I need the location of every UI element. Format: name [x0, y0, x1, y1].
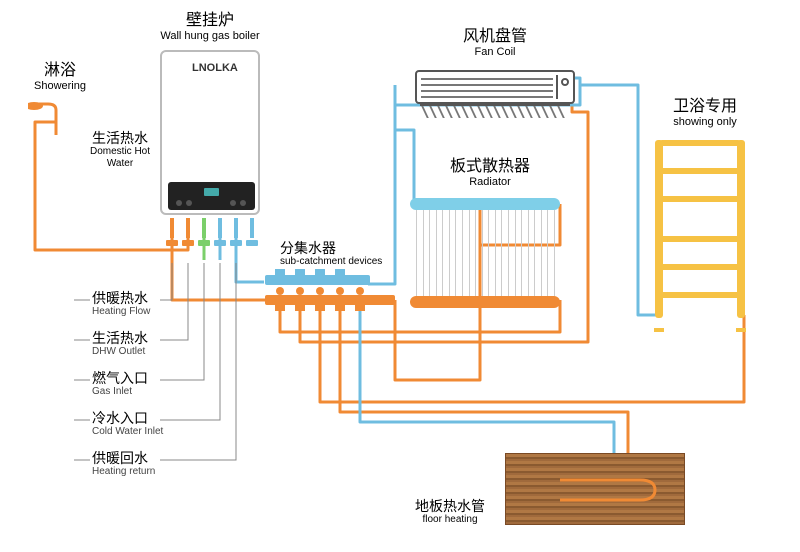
manifold-valve: [296, 287, 304, 295]
towel-label-en: showing only: [645, 116, 765, 129]
radiator-label-en: Radiator: [430, 176, 550, 189]
boiler-brand-label: LNOLKA: [192, 62, 238, 74]
radiator-fin: [534, 210, 535, 296]
boiler-port: [202, 218, 206, 238]
boiler-port-fitting: [166, 240, 178, 246]
diagram-stage: LNOLKA: [0, 0, 800, 552]
legend-cn: 生活热水: [92, 330, 212, 346]
radiator-fin: [475, 210, 476, 296]
shower-label-cn: 淋浴: [20, 62, 100, 80]
radiator-fin: [462, 210, 463, 296]
legend-en: Gas Inlet: [92, 386, 212, 398]
fancoil-label-cn: 风机盘管: [435, 28, 555, 46]
boiler-port-fitting: [182, 240, 194, 246]
shower-label: 淋浴 Showering: [20, 62, 100, 93]
legend-en: Heating return: [92, 466, 212, 478]
manifold-bottom-port: [315, 305, 325, 311]
legend-cn: 燃气入口: [92, 370, 212, 386]
radiator-fin: [455, 210, 456, 296]
boiler-label-cn: 壁挂炉: [135, 12, 285, 30]
boiler-port: [218, 218, 222, 238]
boiler-label: 壁挂炉 Wall hung gas boiler: [135, 12, 285, 43]
radiator-fin: [528, 210, 529, 296]
dhw-label: 生活热水 Domestic Hot Water: [75, 130, 165, 169]
legend-en: Heating Flow: [92, 306, 212, 318]
boiler-panel-icon: [168, 182, 255, 210]
legend-row: 冷水入口Cold Water Inlet: [92, 410, 212, 438]
radiator-fin: [554, 210, 555, 296]
fancoil-label-en: Fan Coil: [435, 46, 555, 59]
boiler-icon: LNOLKA: [160, 50, 260, 215]
floor-coil-icon: [505, 453, 685, 525]
radiator-fin: [495, 210, 496, 296]
radiator-fin: [515, 210, 516, 296]
boiler-port: [234, 218, 238, 238]
legend-en: DHW Outlet: [92, 346, 212, 358]
radiator-fin: [449, 210, 450, 296]
floor-label: 地板热水管 floor heating: [390, 498, 510, 526]
radiator-fin: [501, 210, 502, 296]
radiator-fin: [541, 210, 542, 296]
manifold-valve: [276, 287, 284, 295]
manifold-label: 分集水器 sub-catchment devices: [280, 240, 440, 268]
radiator-fin: [521, 210, 522, 296]
legend-row: 生活热水DHW Outlet: [92, 330, 212, 358]
fancoil-label: 风机盘管 Fan Coil: [435, 28, 555, 59]
manifold-valve: [316, 287, 324, 295]
radiator-fin: [488, 210, 489, 296]
boiler-port-fitting: [246, 240, 258, 246]
radiator-fin: [508, 210, 509, 296]
manifold-bottom-port: [355, 305, 365, 311]
radiator-fin: [547, 210, 548, 296]
manifold-valve: [356, 287, 364, 295]
floor-label-cn: 地板热水管: [390, 498, 510, 514]
legend-cn: 供暖热水: [92, 290, 212, 306]
radiator-label: 板式散热器 Radiator: [430, 158, 550, 189]
floor-label-en: floor heating: [390, 514, 510, 526]
legend-en: Cold Water Inlet: [92, 426, 212, 438]
boiler-port: [250, 218, 254, 238]
dhw-label-en: Domestic Hot Water: [75, 146, 165, 169]
radiator-fin: [469, 210, 470, 296]
manifold-top-port: [275, 269, 285, 275]
legend-row: 燃气入口Gas Inlet: [92, 370, 212, 398]
towel-rail-icon: [655, 140, 745, 340]
dhw-label-cn: 生活热水: [75, 130, 165, 146]
boiler-port-fitting: [230, 240, 242, 246]
manifold-top-port: [295, 269, 305, 275]
pipe: [395, 130, 414, 204]
legend-cn: 供暖回水: [92, 450, 212, 466]
radiator-fin: [442, 210, 443, 296]
manifold-top-port: [315, 269, 325, 275]
manifold-bottom-port: [275, 305, 285, 311]
legend-row: 供暖热水Heating Flow: [92, 290, 212, 318]
boiler-port: [186, 218, 190, 238]
manifold-top-port: [335, 269, 345, 275]
towel-label: 卫浴专用 showing only: [645, 98, 765, 129]
manifold-label-cn: 分集水器: [280, 240, 440, 256]
legend-cn: 冷水入口: [92, 410, 212, 426]
boiler-port-fitting: [198, 240, 210, 246]
manifold-bottom-port: [335, 305, 345, 311]
boiler-port-fitting: [214, 240, 226, 246]
radiator-fin: [482, 210, 483, 296]
legend-row: 供暖回水Heating return: [92, 450, 212, 478]
boiler-label-en: Wall hung gas boiler: [135, 30, 285, 43]
boiler-port: [170, 218, 174, 238]
shower-label-en: Showering: [20, 80, 100, 93]
manifold-label-en: sub-catchment devices: [280, 256, 440, 268]
towel-label-cn: 卫浴专用: [645, 98, 765, 116]
leader-line: [160, 263, 204, 380]
manifold-bottom-port: [295, 305, 305, 311]
manifold-valve: [336, 287, 344, 295]
fancoil-icon: [415, 70, 575, 104]
radiator-label-cn: 板式散热器: [430, 158, 550, 176]
